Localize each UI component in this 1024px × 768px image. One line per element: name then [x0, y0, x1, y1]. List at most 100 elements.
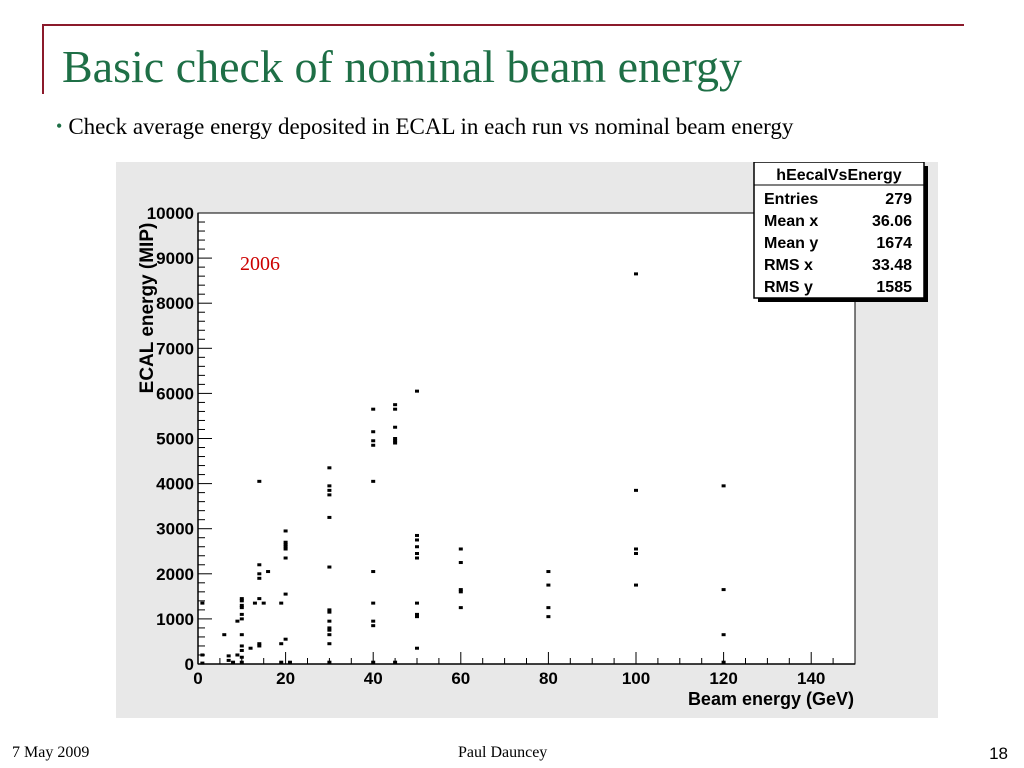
data-point	[283, 547, 288, 551]
data-point	[546, 570, 551, 574]
data-point	[283, 542, 288, 546]
data-point	[393, 441, 398, 445]
data-point	[371, 601, 376, 605]
data-point	[235, 619, 240, 623]
data-point	[239, 633, 244, 637]
stats-row-value: 1674	[876, 235, 912, 252]
data-point	[371, 430, 376, 434]
page-number: 18	[989, 744, 1008, 763]
stats-row-value: 1585	[876, 279, 912, 296]
y-axis-label: ECAL energy (MIP)	[137, 223, 158, 394]
data-point	[393, 439, 398, 443]
plot-frame	[197, 212, 856, 665]
data-point	[393, 403, 398, 407]
data-point	[327, 626, 332, 630]
stats-row-value: 279	[885, 191, 912, 208]
y-tick-label: 1000	[156, 610, 194, 629]
data-point	[458, 547, 463, 551]
data-point	[279, 660, 284, 664]
data-point	[283, 540, 288, 544]
x-tick-label: 80	[539, 669, 558, 688]
data-point	[634, 583, 638, 587]
stats-box-name: hEecalVsEnergy	[776, 167, 902, 184]
stats-row-label: RMS y	[764, 279, 813, 296]
data-point	[415, 646, 419, 650]
data-point	[231, 660, 236, 664]
data-point	[327, 493, 332, 497]
data-point	[257, 644, 262, 648]
footer-date: 7 May 2009	[12, 744, 90, 761]
data-point	[721, 484, 726, 488]
data-point	[283, 637, 288, 641]
data-point	[634, 552, 638, 556]
chart-canvas: 0 20 40 60 80 100 120 140 0 1000 2000 3000 4000 5000 6…	[116, 162, 938, 718]
data-point	[371, 619, 376, 623]
data-point	[721, 588, 726, 592]
y-tick-label: 2000	[156, 565, 194, 584]
data-point	[257, 479, 262, 483]
title-accent-horizontal	[42, 24, 964, 26]
data-point	[239, 612, 244, 616]
x-axis-label: Beam energy (GeV)	[688, 689, 854, 709]
y-tick-label: 5000	[156, 430, 194, 449]
data-point	[721, 660, 726, 664]
data-point	[721, 633, 726, 637]
data-point	[371, 624, 376, 628]
x-tick-label: 120	[709, 669, 737, 688]
data-point	[546, 606, 551, 610]
data-point	[371, 479, 376, 483]
data-point	[287, 660, 292, 664]
data-point	[634, 272, 638, 276]
y-tick-label: 9000	[156, 249, 194, 268]
data-point	[415, 389, 419, 393]
data-point	[239, 603, 244, 607]
y-tick-label: 6000	[156, 384, 194, 403]
title-accent-vertical	[42, 24, 44, 94]
data-point	[393, 437, 398, 440]
data-point	[371, 407, 376, 411]
data-point	[371, 439, 376, 443]
stats-box: hEecalVsEnergy Entries 279 Mean x 36.06 Mean…	[753, 162, 928, 302]
data-point	[327, 660, 332, 664]
stats-row-label: Entries	[764, 191, 818, 208]
y-tick-label: 8000	[156, 294, 194, 313]
data-point	[279, 601, 284, 605]
data-point	[248, 646, 253, 650]
data-point	[458, 561, 463, 565]
data-point	[327, 619, 332, 623]
data-point	[222, 633, 227, 637]
data-point	[200, 661, 205, 665]
data-point	[257, 563, 262, 567]
data-point	[327, 515, 332, 519]
stats-row-label: RMS x	[764, 257, 813, 274]
data-point	[327, 565, 332, 569]
bullet-item: • Check average energy deposited in ECAL …	[56, 114, 793, 140]
data-point	[239, 599, 244, 603]
data-point	[239, 660, 244, 664]
data-point	[235, 653, 240, 657]
data-point	[239, 617, 244, 621]
data-point	[371, 660, 376, 664]
bullet-text: Check average energy deposited in ECAL i…	[68, 114, 794, 139]
data-point	[283, 529, 288, 533]
data-point	[327, 642, 332, 646]
data-point	[327, 610, 332, 614]
data-point	[257, 572, 262, 576]
data-point	[279, 642, 284, 646]
data-point	[252, 601, 257, 605]
x-tick-label: 0	[193, 669, 202, 688]
data-point	[415, 533, 419, 537]
y-tick-label: 4000	[156, 475, 194, 494]
data-point	[393, 407, 398, 411]
data-point	[239, 597, 244, 601]
data-point	[415, 601, 419, 605]
data-point	[266, 570, 271, 574]
data-point	[283, 545, 288, 549]
y-tick-label: 10000	[147, 204, 194, 223]
data-point	[239, 644, 244, 648]
footer-author: Paul Dauncey	[458, 744, 548, 761]
x-tick-label: 20	[276, 669, 295, 688]
data-point	[239, 606, 244, 610]
data-points	[200, 272, 726, 665]
data-point	[415, 615, 419, 619]
